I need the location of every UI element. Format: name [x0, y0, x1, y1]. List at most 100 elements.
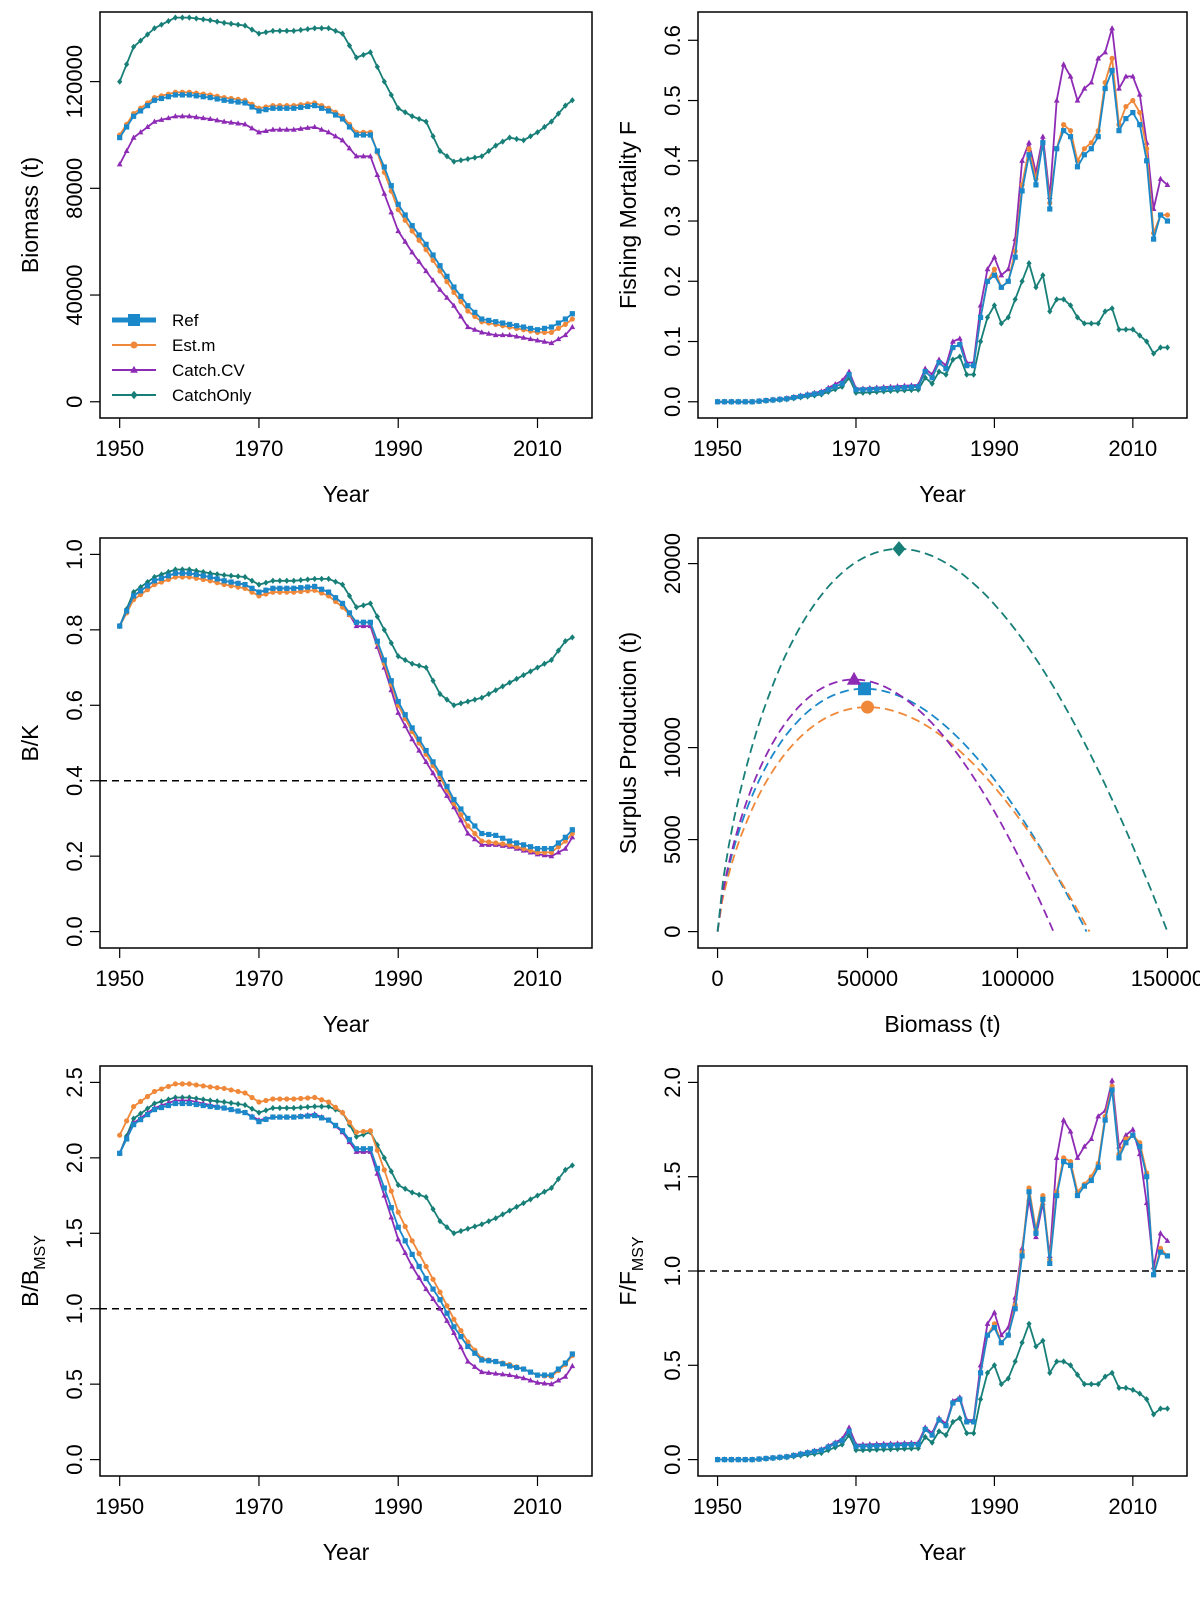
data-point-catchonly — [346, 42, 353, 49]
data-point-catch-cv — [283, 126, 290, 132]
data-point-ref — [374, 638, 380, 644]
data-point-est-m — [137, 1098, 144, 1105]
x-axis-label: Year — [919, 481, 966, 507]
data-point-ref — [381, 1185, 387, 1191]
data-point-catch-cv — [1102, 49, 1109, 55]
data-point-est-m — [437, 268, 443, 274]
data-point-ref — [332, 595, 339, 601]
data-point-catch-cv — [360, 622, 367, 629]
data-point-ref — [207, 1103, 213, 1110]
data-point-ref — [360, 132, 367, 138]
data-point-catch-cv — [998, 1332, 1005, 1338]
data-point-ref — [402, 212, 408, 218]
data-point-catchonly — [137, 1110, 144, 1117]
data-point-ref — [1040, 140, 1046, 146]
data-point-catch-cv — [1088, 1135, 1095, 1142]
data-point-est-m — [465, 823, 471, 829]
data-point-ref — [749, 1457, 755, 1463]
data-point-ref — [298, 104, 304, 110]
data-point-catchonly — [332, 27, 339, 35]
data-point-ref — [1081, 152, 1087, 158]
data-point-ref — [360, 1146, 367, 1152]
data-point-catchonly — [131, 1115, 137, 1122]
data-point-est-m — [312, 1094, 318, 1101]
data-point-catch-cv — [513, 1373, 520, 1379]
series-est-m — [117, 1081, 575, 1380]
data-point-ref — [500, 835, 506, 841]
data-point-catchonly — [339, 581, 346, 588]
data-point-catch-cv — [430, 1295, 436, 1301]
data-point-ref — [839, 1438, 845, 1444]
series-line-est-m — [717, 1085, 1169, 1461]
data-point-catchonly — [991, 1362, 998, 1369]
data-point-catchonly — [1157, 1405, 1164, 1412]
data-point-ref — [458, 806, 464, 812]
series-est-m — [117, 574, 575, 855]
data-point-est-m — [409, 1238, 415, 1244]
data-point-ref — [957, 341, 963, 348]
data-point-catchonly — [312, 1103, 318, 1110]
data-point-catchonly — [284, 27, 290, 35]
data-point-catch-cv — [492, 331, 499, 338]
data-point-catch-cv — [416, 1274, 422, 1280]
msy-point-catch-cv — [846, 671, 862, 685]
data-point-ref — [1123, 1140, 1129, 1146]
data-point-ref — [430, 1286, 436, 1292]
data-point-ref — [784, 1454, 790, 1460]
data-point-ref — [874, 1443, 880, 1449]
data-point-catchonly — [346, 592, 353, 600]
data-point-catch-cv — [1074, 1154, 1081, 1160]
data-point-ref — [298, 1113, 304, 1120]
data-point-ref — [131, 1122, 137, 1128]
data-point-catchonly — [534, 129, 541, 136]
data-point-catchonly — [465, 1225, 471, 1232]
data-point-ref — [541, 325, 548, 331]
legend-label: Ref — [172, 311, 199, 330]
data-point-catchonly — [214, 1098, 220, 1105]
data-point-catch-cv — [465, 1358, 471, 1364]
data-point-ref — [207, 95, 213, 101]
data-point-catchonly — [527, 668, 534, 675]
data-point-ref — [735, 399, 741, 405]
data-point-ref — [298, 585, 304, 591]
data-point-catch-cv — [471, 326, 478, 332]
data-point-est-m — [409, 228, 415, 234]
data-point-ref — [881, 1443, 887, 1449]
data-point-catch-cv — [395, 227, 402, 234]
data-point-catchonly — [569, 97, 575, 104]
msy-point-ref — [858, 682, 872, 696]
data-point-catchonly — [353, 604, 360, 611]
data-point-catchonly — [242, 1101, 248, 1109]
data-point-catchonly — [228, 20, 234, 27]
data-point-est-m — [165, 1083, 172, 1090]
data-point-catch-cv — [846, 1424, 852, 1430]
data-point-ref — [367, 1146, 373, 1152]
data-point-catchonly — [839, 1441, 845, 1448]
data-point-ref — [714, 399, 721, 405]
data-point-catchonly — [325, 1103, 332, 1110]
data-point-catchonly — [1012, 296, 1018, 303]
data-point-ref — [186, 92, 192, 98]
data-point-catchonly — [1005, 314, 1011, 321]
data-point-catchonly — [374, 613, 380, 620]
data-point-ref — [825, 1444, 831, 1450]
data-point-ref — [853, 1443, 859, 1449]
data-point-ref — [548, 846, 555, 852]
y-axis-label: Fishing Mortality F — [615, 121, 641, 309]
data-point-catchonly — [298, 577, 304, 584]
data-point-ref — [137, 108, 144, 114]
data-point-catchonly — [207, 17, 213, 24]
data-point-ref — [270, 105, 276, 111]
data-point-ref — [214, 1104, 220, 1110]
data-point-ref — [1164, 218, 1171, 224]
data-point-catchonly — [298, 26, 304, 34]
data-point-ref — [312, 1112, 318, 1119]
data-point-catchonly — [1074, 314, 1081, 321]
data-point-ref — [520, 842, 527, 848]
data-point-ref — [1081, 1183, 1087, 1189]
data-point-catch-cv — [1039, 133, 1046, 139]
data-point-catchonly — [1157, 344, 1164, 351]
data-point-ref — [562, 1360, 568, 1366]
data-point-ref — [437, 263, 443, 269]
data-point-ref — [860, 1443, 866, 1449]
